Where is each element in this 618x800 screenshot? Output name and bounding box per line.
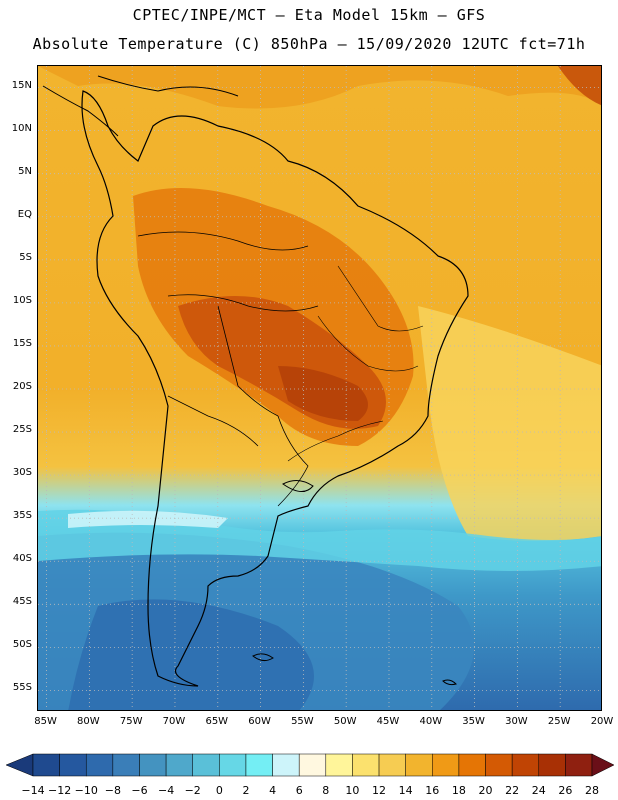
colorbar-swatch [485,753,513,777]
lon-label: 60W [248,716,271,727]
colorbar-tick-label: −2 [184,784,201,797]
colorbar-swatch [272,753,300,777]
colorbar-tick-label: 22 [505,784,520,797]
colorbar-swatch [192,753,220,777]
mild-band [68,510,228,528]
colorbar-swatch [139,753,167,777]
map-subtitle: Absolute Temperature (C) 850hPa – 15/09/… [32,35,586,53]
lon-label: 40W [419,716,443,727]
lon-label: 80W [77,716,100,727]
lon-label: 85W [34,716,57,727]
colorbar-high-arrow [591,753,615,777]
colorbar-tick-label: 24 [531,784,546,797]
lat-label: 15N [11,79,32,91]
lat-label: EQ [17,208,32,220]
lon-label: 70W [162,716,186,727]
colorbar-tick-label: 0 [215,784,223,797]
colorbar-tick-label: 8 [322,784,330,797]
lon-label: 20W [590,716,614,727]
country-border-north [137,231,309,251]
colorbar-swatch [32,753,60,777]
lon-label: 75W [119,716,143,727]
colorbar-swatch [219,753,247,777]
colorbar-swatch [458,753,486,777]
colorbar-tick-label: 10 [345,784,360,797]
lat-label: 10N [11,122,32,134]
colorbar-low-arrow [5,753,34,777]
deep-cold-core [68,599,314,710]
colorbar-swatch [538,753,566,777]
lagoa-dos-patos [282,480,314,492]
colorbar-tick-label: 12 [372,784,387,797]
east-atlantic-warm-zone [418,306,601,541]
colorbar-tick-label: 4 [269,784,277,797]
caribbean-coast [97,75,239,97]
south-georgia [442,679,457,686]
state-border-3 [287,420,384,462]
colorbar [5,753,615,777]
lat-label: 55S [12,682,32,694]
colorbar-tick-label: 2 [242,784,250,797]
lat-label: 40S [12,553,32,565]
lat-label: 50S [12,639,32,651]
colorbar-tick-label: 18 [451,784,466,797]
colorbar-swatch [59,753,87,777]
colorbar-swatch [378,753,406,777]
colorbar-swatch [511,753,540,777]
colorbar-swatch [245,753,273,777]
lat-label: 30S [12,467,32,479]
colorbar-tick-label: 14 [398,784,413,797]
lat-label: 35S [12,510,32,522]
central-america-coast [42,85,119,137]
lat-label: 5S [19,251,32,263]
northern-warm-strip [38,66,601,109]
temperature-map [37,65,602,711]
colorbar-swatch [405,753,433,777]
colorbar-tick-label: −10 [74,784,98,797]
lat-label: 15S [12,337,32,349]
lon-label: 30W [505,716,528,727]
falkland-islands [252,653,274,662]
state-border-2 [337,265,424,332]
lon-label: 65W [205,716,229,727]
map-canvas [38,66,601,710]
map-title: CPTEC/INPE/MCT – Eta Model 15km – GFS [132,6,486,24]
ne-hot-corner [558,66,601,106]
colorbar-tick-label: −8 [104,784,121,797]
colorbar-tick-label: −4 [157,784,175,797]
colorbar-tick-label: −14 [21,784,45,797]
lon-label: 25W [547,716,571,727]
colorbar-swatch [165,753,193,777]
colorbar-swatch [352,753,380,777]
lat-label: 10S [12,294,32,306]
state-border-1 [317,315,419,372]
lat-label: 45S [12,596,32,608]
colorbar-swatch [112,753,140,777]
hottest-cell [278,366,368,421]
south-america-coastline [81,90,469,687]
colorbar-tick-label: 28 [585,784,599,797]
colorbar-tick-label: 6 [295,784,303,797]
lat-label: 25S [12,424,32,436]
colorbar-tick-label: 16 [425,784,440,797]
country-border-bolivia [217,305,279,417]
country-border-chile [167,395,259,447]
colorbar-tick-label: −6 [131,784,148,797]
colorbar-tick-label: 26 [558,784,573,797]
colorbar-tick-label: −12 [48,784,72,797]
country-border-amazon [167,294,319,312]
lat-label: 20S [12,381,32,392]
colorbar-swatch [325,753,353,777]
colorbar-tick-label: 20 [478,784,493,797]
colorbar-swatch [565,753,593,777]
lon-label: 45W [376,716,400,727]
lon-label: 55W [291,716,314,727]
lon-label: 50W [333,716,357,727]
country-border-paraguay [277,415,309,507]
colorbar-swatch [432,753,460,777]
colorbar-swatch [298,753,327,777]
lon-label: 35W [462,716,485,727]
colorbar-swatch [85,753,114,777]
lat-label: 5N [18,165,32,177]
